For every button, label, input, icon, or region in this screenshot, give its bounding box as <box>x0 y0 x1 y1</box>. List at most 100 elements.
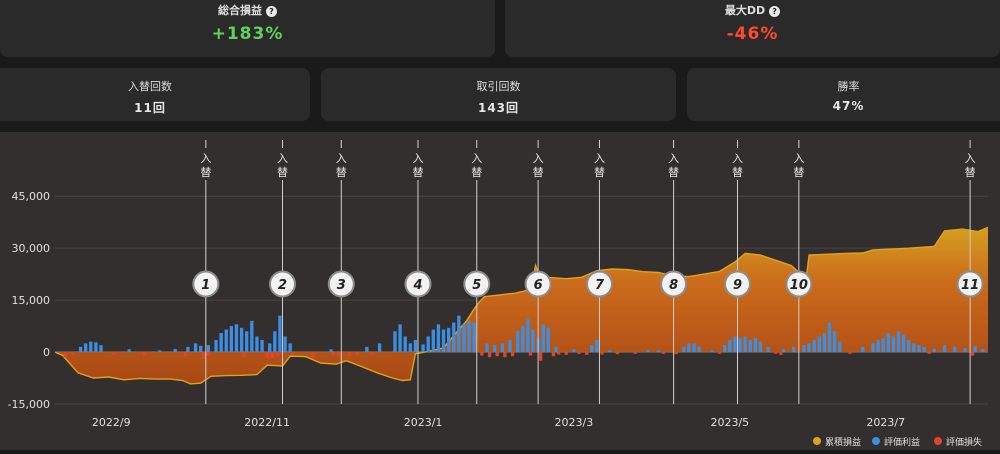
unrealized-profit-bar <box>646 349 650 353</box>
unrealized-profit-bar <box>521 326 525 353</box>
unrealized-loss-bar <box>265 352 269 358</box>
unrealized-loss-bar <box>331 352 336 355</box>
switch-event-badge <box>404 270 432 298</box>
total-pnl-card: 総合損益? +183% <box>0 0 495 57</box>
unrealized-loss-bar <box>112 352 116 355</box>
unrealized-loss-bar <box>242 352 246 358</box>
switch-event-badge <box>268 270 296 298</box>
max-dd-label: 最大DD? <box>505 2 1000 18</box>
unrealized-profit-bar <box>738 338 742 353</box>
unrealized-profit-bar <box>697 346 701 353</box>
unrealized-profit-bar <box>283 336 287 353</box>
pnl-chart[interactable]: 入替 1 入替 2 入替 3 入替 4 入替 5 入替 6 入替 7 入替 8 入替 9 入替 10 入替 11 -15,… <box>0 132 1000 450</box>
unrealized-profit-bar <box>214 339 218 353</box>
unrealized-profit-bar <box>224 329 228 353</box>
unrealized-loss-bar <box>275 352 280 357</box>
unrealized-profit-bar <box>541 324 545 353</box>
unrealized-profit-bar <box>508 339 512 353</box>
unrealized-profit-bar <box>838 341 842 353</box>
unrealized-profit-bar <box>861 346 865 353</box>
switch-event-label: 替 <box>533 165 544 179</box>
switch-event-label: 替 <box>965 165 976 179</box>
unrealized-profit-bar <box>876 339 880 353</box>
unrealized-loss-bar <box>633 352 637 354</box>
trade-count-card: 取引回数 143回 <box>321 68 676 121</box>
switch-event-badge <box>785 270 813 298</box>
x-tick-label: 2023/3 <box>555 416 594 429</box>
switch-event-number: 9 <box>733 278 742 293</box>
unrealized-profit-bar <box>595 339 599 353</box>
win-rate-value: 47% <box>832 99 865 113</box>
switch-event-number: 10 <box>790 278 808 293</box>
unrealized-profit-bar <box>758 341 763 353</box>
unrealized-profit-bar <box>753 338 758 353</box>
help-icon[interactable]: ? <box>769 5 781 17</box>
unrealized-profit-bar <box>245 331 249 353</box>
unrealized-profit-bar <box>792 346 796 353</box>
unrealized-profit-bar <box>973 345 977 353</box>
unrealized-loss-bar <box>927 352 931 354</box>
unrealized-profit-bar <box>457 315 461 353</box>
legend-label: 評価損失 <box>946 436 982 448</box>
x-tick-label: 2022/9 <box>92 416 131 429</box>
switch-event-label: 入 <box>412 152 423 165</box>
unrealized-profit-bar <box>692 343 696 353</box>
switch-event-label: 入 <box>336 152 347 165</box>
pnl-chart-panel: 入替 1 入替 2 入替 3 入替 4 入替 5 入替 6 入替 7 入替 8 入替 9 入替 10 入替 11 -15,… <box>0 132 1000 450</box>
unrealized-profit-bar <box>393 331 397 353</box>
unrealized-profit-bar <box>743 336 747 353</box>
switch-event-badge <box>327 270 355 298</box>
unrealized-profit-bar <box>99 345 103 353</box>
unrealized-profit-bar <box>250 320 254 353</box>
y-tick-label: 45,000 <box>12 190 51 203</box>
unrealized-profit-bar <box>871 343 875 353</box>
unrealized-loss-bar <box>354 352 359 356</box>
unrealized-profit-bar <box>206 345 211 353</box>
unrealized-loss-bar <box>528 352 533 356</box>
unrealized-profit-bar <box>917 345 921 353</box>
switch-event-label: 入 <box>594 152 605 165</box>
unrealized-loss-bar <box>337 352 341 356</box>
unrealized-profit-bar <box>728 339 732 353</box>
switch-event-number: 5 <box>472 278 481 293</box>
unrealized-profit-bar <box>492 345 497 353</box>
switch-count-label: 入替回数 <box>128 80 172 93</box>
switch-event-label: 替 <box>668 165 679 179</box>
x-tick-label: 2023/7 <box>866 416 905 429</box>
unrealized-profit-bar <box>127 349 131 353</box>
unrealized-profit-bar <box>748 339 752 353</box>
unrealized-profit-bar <box>377 343 382 353</box>
unrealized-profit-bar <box>398 324 402 353</box>
unrealized-loss-bar <box>503 352 507 358</box>
unrealized-loss-bar <box>674 352 678 355</box>
unrealized-profit-bar <box>891 336 896 353</box>
unrealized-loss-bar <box>779 352 783 355</box>
unrealized-profit-bar <box>94 342 98 353</box>
y-tick-label: 15,000 <box>12 294 51 307</box>
switch-event-number: 4 <box>412 278 422 293</box>
unrealized-loss-bar <box>480 352 484 356</box>
switch-event-label: 替 <box>200 165 211 179</box>
unrealized-profit-bar <box>907 339 911 353</box>
unrealized-loss-bar <box>311 352 315 358</box>
unrealized-profit-bar <box>656 350 660 353</box>
max-dd-card: 最大DD? -46% <box>505 0 1000 57</box>
unrealized-profit-bar <box>467 320 471 353</box>
unrealized-profit-bar <box>436 324 441 353</box>
unrealized-profit-bar <box>158 350 162 353</box>
cumulative-pnl-line <box>54 226 989 385</box>
switch-event-number: 8 <box>669 278 678 293</box>
switch-event-badge <box>463 270 491 298</box>
x-tick-label: 2023/5 <box>710 416 749 429</box>
help-icon[interactable]: ? <box>266 5 277 17</box>
legend-marker <box>934 437 942 445</box>
unrealized-profit-bar <box>932 348 936 353</box>
unrealized-profit-bar <box>531 329 535 353</box>
max-dd-value: -46% <box>726 24 779 44</box>
unrealized-profit-bar <box>186 346 190 353</box>
unrealized-profit-bar <box>255 336 259 353</box>
unrealized-profit-bar <box>199 345 203 353</box>
legend-marker <box>872 437 880 445</box>
unrealized-loss-bar <box>63 352 67 358</box>
win-rate-label: 勝率 <box>837 80 860 93</box>
